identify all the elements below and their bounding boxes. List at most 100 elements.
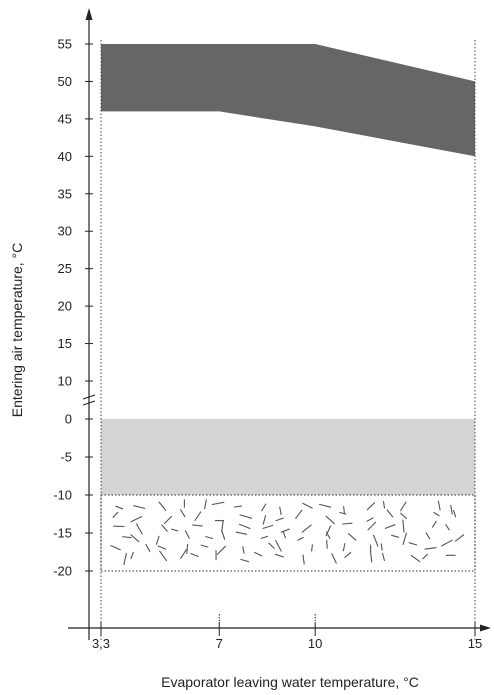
y-tick-label: 25 xyxy=(58,261,72,276)
hatch-dash xyxy=(235,531,248,535)
y-tick-label: 55 xyxy=(58,37,72,52)
hatch-dash xyxy=(325,525,332,537)
y-tick-label: 0 xyxy=(65,412,72,427)
hatch-dash xyxy=(331,553,337,564)
hatch-dash xyxy=(342,522,353,525)
hatch-dashes xyxy=(110,499,465,566)
operating-region-dark-gray xyxy=(101,44,475,157)
hatched-region-border xyxy=(100,494,476,572)
operating-region-hatched xyxy=(101,495,475,571)
hatch-dash xyxy=(275,540,282,552)
hatch-dash xyxy=(205,536,214,540)
hatch-dash xyxy=(366,502,376,511)
hatch-dash xyxy=(343,505,345,515)
hatch-dash xyxy=(171,528,179,532)
hatch-dash xyxy=(369,550,373,563)
hatch-dash xyxy=(433,512,440,517)
hatch-dash xyxy=(408,542,418,546)
hatch-dash xyxy=(275,517,284,522)
hatch-dash xyxy=(325,531,331,540)
hatch-dash xyxy=(366,517,374,522)
y-tick-label: -5 xyxy=(60,450,72,465)
hatch-dash xyxy=(431,520,437,528)
hatch-dash xyxy=(410,554,421,563)
hatch-dash xyxy=(400,512,408,519)
x-tick-label: 3,3 xyxy=(92,636,110,651)
hatch-dash xyxy=(240,558,250,563)
hatch-dash xyxy=(380,543,383,551)
y-axis-arrow xyxy=(85,8,93,20)
hatch-dash xyxy=(367,521,377,531)
hatch-dash xyxy=(297,536,304,541)
y-tick-label: 35 xyxy=(58,186,72,201)
hatch-dash xyxy=(145,543,151,552)
hatch-dash xyxy=(155,535,160,545)
hatch-dash xyxy=(262,515,267,525)
operating-region-light-gray xyxy=(101,419,475,495)
y-axis-break-mark xyxy=(82,400,96,406)
hatch-dash xyxy=(348,533,357,541)
hatch-dash xyxy=(302,502,313,509)
hatch-dash xyxy=(200,544,209,548)
hatch-dash xyxy=(318,503,332,508)
y-tick-label: -10 xyxy=(53,488,72,503)
hatch-dash xyxy=(422,553,428,560)
hatch-dash xyxy=(133,505,146,509)
hatch-dash xyxy=(157,545,167,550)
hatch-dash xyxy=(344,552,352,558)
hatch-dash xyxy=(280,528,290,533)
hatch-dash xyxy=(242,546,245,554)
hatch-dash xyxy=(382,501,386,509)
hatch-dash xyxy=(384,524,396,529)
hatch-dash xyxy=(372,534,379,547)
hatch-dash xyxy=(192,524,203,527)
hatch-dash xyxy=(254,551,263,557)
hatch-dash xyxy=(159,550,168,562)
hatch-dash xyxy=(211,501,225,506)
hatch-dash xyxy=(262,524,274,529)
hatch-dash xyxy=(445,524,450,531)
hatch-dash xyxy=(342,543,346,552)
hatch-dash xyxy=(282,531,286,539)
hatch-dash xyxy=(190,552,199,558)
hatch-dash xyxy=(161,524,168,532)
hatch-dash xyxy=(450,504,453,515)
x-tick-label: 10 xyxy=(308,636,322,651)
ticks-layer: 55 50 45 40 35 30 25 20 15 10 0 -5 -10 -15 -20 3,3 7 10 15 xyxy=(53,37,482,652)
hatch-dash xyxy=(180,549,187,560)
hatch-dash xyxy=(238,523,251,530)
hatch-dash xyxy=(325,515,335,525)
x-tick-label: 7 xyxy=(216,636,223,651)
hatch-dash xyxy=(311,544,313,552)
hatch-dash xyxy=(221,530,226,540)
hatch-dash xyxy=(279,506,282,516)
hatch-dash xyxy=(454,534,465,542)
hatch-dash xyxy=(135,523,143,535)
hatch-dash xyxy=(180,509,186,518)
y-tick-label: -15 xyxy=(53,526,72,541)
hatch-dash xyxy=(216,545,227,555)
hatch-dash xyxy=(221,519,224,533)
hatch-dash xyxy=(382,552,385,562)
y-tick-label: -20 xyxy=(53,564,72,579)
hatch-dash xyxy=(391,534,400,538)
hatch-dash xyxy=(301,524,312,533)
x-axis-title: Evaporator leaving water temperature, °C xyxy=(161,674,419,690)
hatch-dash xyxy=(115,505,124,510)
y-axis-break-mark xyxy=(82,394,96,400)
y-tick-label: 45 xyxy=(58,111,72,126)
y-tick-label: 30 xyxy=(58,224,72,239)
hatch-dash xyxy=(184,530,190,539)
hatch-dash xyxy=(123,552,127,566)
hatch-dash xyxy=(339,511,347,515)
hatch-dash xyxy=(274,553,285,558)
hatch-dash xyxy=(239,514,252,519)
hatch-dash xyxy=(122,536,132,539)
hatch-dash xyxy=(260,535,269,539)
hatch-dash xyxy=(437,500,441,511)
hatch-dash xyxy=(400,501,407,512)
hatch-dash xyxy=(130,551,134,560)
hatch-dash xyxy=(441,539,453,547)
hatch-dash xyxy=(112,511,119,518)
